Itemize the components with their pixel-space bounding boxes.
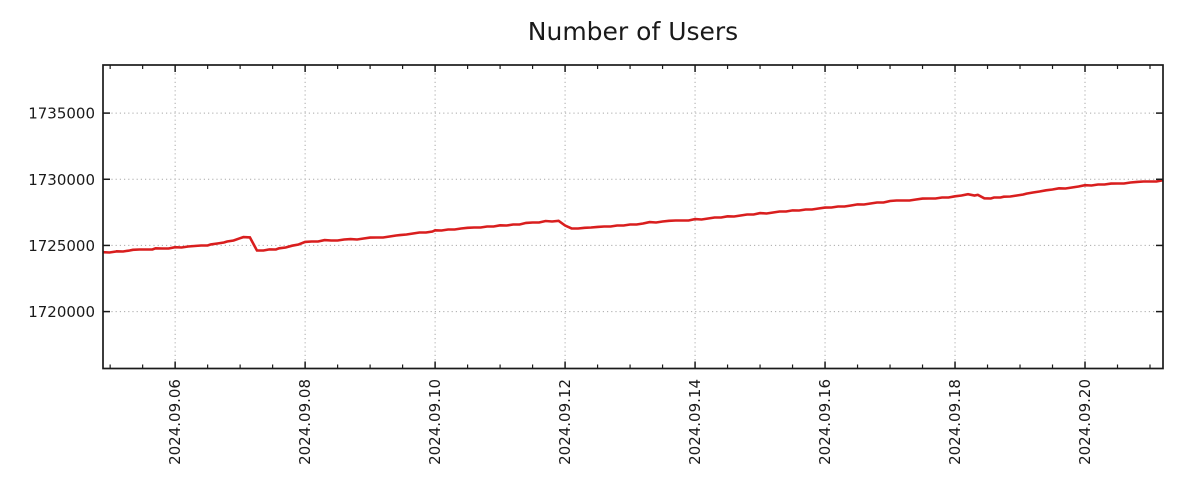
y-axis-tick-label: 1720000 — [28, 303, 95, 321]
y-axis-tick-label: 1735000 — [28, 105, 95, 123]
chart-title: Number of Users — [528, 17, 738, 46]
x-axis-tick-label: 2024.09.18 — [946, 379, 964, 465]
gridlines — [103, 65, 1163, 369]
x-axis-tick-label: 2024.09.14 — [686, 379, 704, 465]
tick-labels: 1720000 1725000 1730000 1735000 2024.09.06 20… — [28, 105, 1094, 465]
x-axis-tick-label: 2024.09.08 — [296, 379, 314, 465]
x-axis-tick-label: 2024.09.10 — [426, 379, 444, 465]
axes-and-ticks — [102, 64, 1164, 370]
x-axis-tick-label: 2024.09.20 — [1076, 379, 1094, 465]
plot-border — [102, 64, 1164, 370]
users-line-series — [102, 178, 1164, 254]
x-axis-tick-label: 2024.09.12 — [556, 379, 574, 465]
data-series-layer — [102, 178, 1164, 254]
y-axis-tick-label: 1725000 — [28, 237, 95, 255]
x-axis-tick-label: 2024.09.16 — [816, 379, 834, 465]
x-axis-tick-label: 2024.09.06 — [166, 379, 184, 465]
y-axis-tick-label: 1730000 — [28, 171, 95, 189]
